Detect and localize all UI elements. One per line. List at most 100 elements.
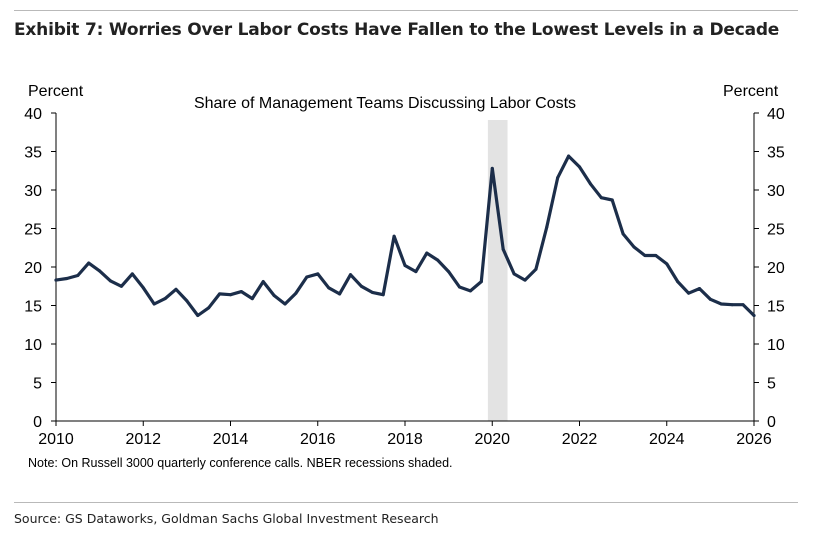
data-point-2010.75 xyxy=(87,261,91,265)
y-tick-label-right-15: 15 xyxy=(767,299,785,316)
y-tick-label-left-10: 10 xyxy=(24,337,42,354)
data-point-2016.75 xyxy=(348,273,352,277)
data-point-2021.25 xyxy=(545,225,549,229)
data-point-2013.75 xyxy=(218,292,222,296)
data-point-2019.75 xyxy=(479,280,483,284)
data-point-2011.5 xyxy=(119,284,123,288)
y-tick-label-left-15: 15 xyxy=(24,299,42,316)
data-point-2025.75 xyxy=(741,303,745,307)
data-point-2023.5 xyxy=(643,253,647,257)
y-tick-label-right-5: 5 xyxy=(767,376,776,393)
data-point-2012.75 xyxy=(174,287,178,291)
y-tick-label-left-5: 5 xyxy=(33,376,42,393)
data-point-2012 xyxy=(141,286,145,290)
y-tick-label-right-30: 30 xyxy=(767,183,785,200)
data-point-2016.5 xyxy=(338,292,342,296)
x-tick-label-2022: 2022 xyxy=(562,431,598,448)
y-tick-label-left-30: 30 xyxy=(24,183,42,200)
exhibit-title: Exhibit 7: Worries Over Labor Costs Have… xyxy=(14,20,780,40)
data-point-2020 xyxy=(490,166,494,170)
source-note: Source: GS Dataworks, Goldman Sachs Glob… xyxy=(14,511,439,526)
x-tick-label-2024: 2024 xyxy=(649,431,685,448)
data-point-2021.75 xyxy=(567,154,571,158)
data-point-2023 xyxy=(621,232,625,236)
x-tick-label-2014: 2014 xyxy=(213,431,249,448)
data-point-2014.25 xyxy=(239,290,243,294)
data-point-2010.25 xyxy=(65,277,69,281)
y-tick-label-left-35: 35 xyxy=(24,145,42,162)
y-tick-label-right-20: 20 xyxy=(767,260,785,277)
y-tick-label-right-40: 40 xyxy=(767,106,785,123)
data-point-2018 xyxy=(403,263,407,267)
y-tick-label-right-35: 35 xyxy=(767,145,785,162)
data-point-2025 xyxy=(708,297,712,301)
data-point-2017.25 xyxy=(370,290,374,294)
chart-note: Note: On Russell 3000 quarterly conferen… xyxy=(28,456,453,470)
data-point-2018.25 xyxy=(414,270,418,274)
data-point-2020.75 xyxy=(523,278,527,282)
data-point-2024.75 xyxy=(697,287,701,291)
data-point-2024 xyxy=(665,262,669,266)
data-point-2022.5 xyxy=(599,196,603,200)
data-point-2025.5 xyxy=(730,303,734,307)
y-axis-right-label: Percent xyxy=(723,83,779,100)
data-point-2013.25 xyxy=(196,314,200,318)
recession-shading-group xyxy=(487,120,508,421)
data-point-2021 xyxy=(534,267,538,271)
x-tick-label-2010: 2010 xyxy=(38,431,74,448)
y-tick-label-right-0: 0 xyxy=(767,414,776,431)
data-point-2015 xyxy=(272,293,276,297)
data-point-2019 xyxy=(447,270,451,274)
x-tick-label-2018: 2018 xyxy=(387,431,423,448)
y-tick-label-right-10: 10 xyxy=(767,337,785,354)
data-point-2011 xyxy=(98,269,102,273)
x-tick-label-2026: 2026 xyxy=(736,431,772,448)
data-point-2019.5 xyxy=(468,289,472,293)
chart-title: Share of Management Teams Discussing Lab… xyxy=(194,95,576,112)
data-point-2017.5 xyxy=(381,293,385,297)
y-tick-label-left-20: 20 xyxy=(24,260,42,277)
data-point-2023.75 xyxy=(654,253,658,257)
data-point-2017 xyxy=(359,284,363,288)
data-point-2014.75 xyxy=(261,280,265,284)
x-tick-label-2012: 2012 xyxy=(125,431,161,448)
data-point-2018.75 xyxy=(436,258,440,262)
x-tick-label-2020: 2020 xyxy=(474,431,510,448)
bottom-rule xyxy=(14,502,798,503)
data-point-2024.25 xyxy=(676,280,680,284)
data-point-2022.25 xyxy=(588,182,592,186)
data-point-2014.5 xyxy=(250,297,254,301)
data-point-2025.25 xyxy=(719,302,723,306)
data-point-2013 xyxy=(185,299,189,303)
data-point-2013.5 xyxy=(207,306,211,310)
y-tick-label-left-25: 25 xyxy=(24,222,42,239)
data-point-2012.25 xyxy=(152,302,156,306)
data-point-2016 xyxy=(316,272,320,276)
data-point-2015.75 xyxy=(305,275,309,279)
data-point-2015.5 xyxy=(294,291,298,295)
data-point-2018.5 xyxy=(425,251,429,255)
data-point-2011.25 xyxy=(109,279,113,283)
data-point-2010 xyxy=(54,278,58,282)
data-point-2023.25 xyxy=(632,245,636,249)
data-point-2021.5 xyxy=(556,176,560,180)
y-axis-left-label: Percent xyxy=(28,83,84,100)
series-line-0 xyxy=(54,154,756,318)
y-tick-label-left-40: 40 xyxy=(24,106,42,123)
data-point-2014 xyxy=(229,293,232,297)
data-point-2010.5 xyxy=(76,273,80,277)
series-group xyxy=(54,154,756,318)
data-point-2015.25 xyxy=(283,302,287,306)
top-rule xyxy=(14,10,798,11)
data-point-2016.25 xyxy=(327,286,331,290)
y-tick-label-right-25: 25 xyxy=(767,222,785,239)
x-tick-label-2016: 2016 xyxy=(300,431,336,448)
data-point-2024.5 xyxy=(687,291,691,295)
data-point-2026 xyxy=(752,314,756,318)
data-point-2022 xyxy=(578,165,581,169)
data-point-2011.75 xyxy=(130,272,134,276)
data-point-2020.25 xyxy=(501,247,505,251)
data-point-2019.25 xyxy=(458,285,462,289)
